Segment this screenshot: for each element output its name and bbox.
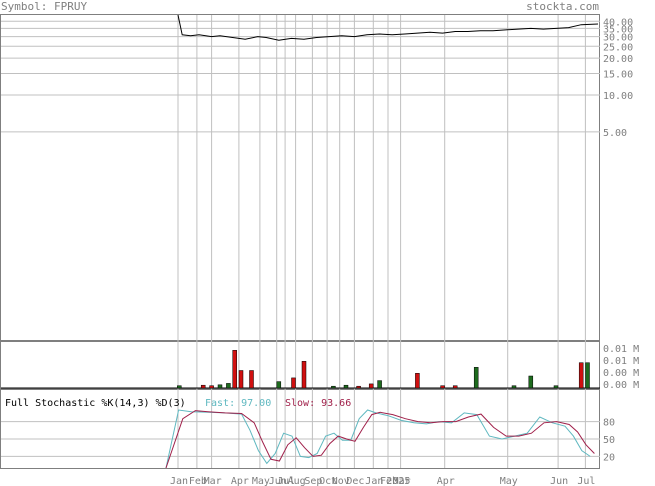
volume-bar-15 [377,380,382,389]
x-label-8: Sep [304,476,322,486]
stoch-tick-2: 20 [603,452,615,463]
x-label-12: Jan [365,476,383,486]
stochastic-title: Full Stochastic %K(14,3) %D(3) [5,398,186,409]
stochastic-slow-line [165,410,595,469]
stochastic-fast-line [165,409,591,469]
price-gridlines [1,20,600,133]
volume-bar-6 [238,370,244,389]
price-tick-6: 10.00 [603,91,633,102]
volume-bars [177,350,590,389]
volume-bar-1 [200,384,206,389]
stochastic-slow-label: Slow: 93.66 [285,398,351,409]
volume-tick-3: 0.00 M [603,380,639,391]
price-tick-1: 35.00 [603,24,633,35]
volume-bar-19 [473,367,479,389]
volume-bar-16 [415,373,420,389]
x-label-18: Jun [550,476,568,486]
x-label-6: Jul [277,476,295,486]
volume-tick-0: 0.01 M [603,344,639,355]
price-panel [0,14,600,341]
volume-bar-21 [528,375,534,389]
volume-bar-3 [217,384,223,389]
x-label-17: May [500,476,518,486]
volume-bar-14 [368,383,374,389]
volume-bar-13 [356,385,361,389]
x-label-3: Apr [231,476,249,486]
site-name[interactable]: stockta.com [526,0,599,13]
price-tick-4: 20.00 [603,54,633,65]
volume-bar-2 [209,385,214,389]
price-tick-7: 5.00 [603,128,627,139]
x-label-10: Nov [332,476,350,486]
volume-bar-23 [578,362,584,389]
volume-bar-18 [452,385,458,389]
x-label-11: Dec [346,476,364,486]
x-label-5: Jun [269,476,287,486]
x-label-14: 2025 [386,476,410,486]
stoch-tick-1: 50 [603,435,615,446]
symbol-label: Symbol: FPRUY [1,0,88,13]
volume-bar-17 [440,385,445,389]
volume-bar-7 [249,370,254,389]
volume-bar-8 [276,381,282,389]
x-label-9: Oct [319,476,337,486]
vertical-gridlines [177,15,586,468]
stochastic-fast-label: Fast: 97.00 [205,398,271,409]
price-tick-0: 40.00 [603,17,633,28]
x-label-16: Apr [437,476,455,486]
stochastic-axis-labels: 80 50 20 [603,418,615,464]
volume-bar-12 [343,384,349,389]
volume-tick-2: 0.00 M [603,368,639,379]
x-label-7: Aug [288,476,306,486]
volume-bar-4 [226,383,231,389]
price-tick-5: 15.00 [603,69,633,80]
volume-bar-22 [553,385,559,389]
volume-bar-9 [291,377,296,389]
x-label-4: May [252,476,270,486]
x-label-19: Jul [577,476,595,486]
volume-bar-5 [232,350,237,389]
volume-bar-0 [177,385,182,389]
volume-bar-10 [301,361,307,389]
price-tick-3: 25.00 [603,42,633,53]
price-line [177,14,599,41]
volume-bar-20 [511,385,517,389]
stoch-tick-0: 80 [603,418,615,429]
stochastic-panel [0,389,600,469]
volume-axis-labels: 0.01 M0.01 M0.00 M0.00 M [1,344,639,391]
x-label-1: Feb [189,476,207,486]
volume-bar-24 [585,362,590,389]
price-tick-2: 30.00 [603,33,633,44]
volume-panel [0,341,600,389]
stochastic-gridlines [1,421,600,457]
volume-bar-11 [331,385,336,389]
x-label-13: Feb [380,476,398,486]
volume-tick-1: 0.01 M [603,356,639,367]
x-label-15: Mar [393,476,411,486]
x-label-2: Mar [204,476,222,486]
x-label-0: Jan [170,476,188,486]
